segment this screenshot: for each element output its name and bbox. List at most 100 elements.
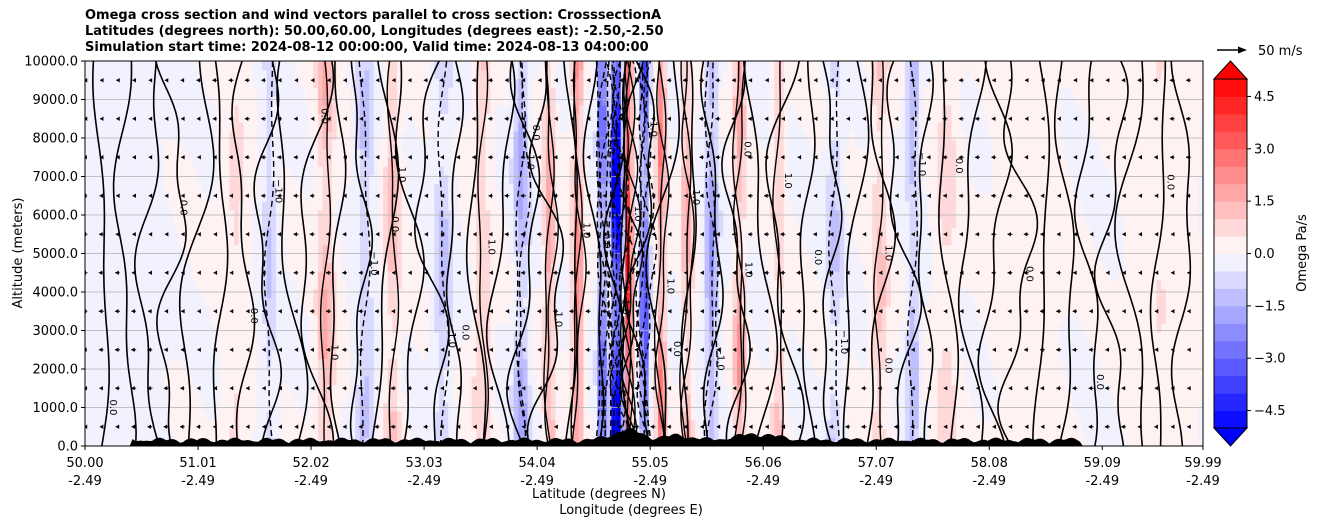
omega-cell — [369, 306, 375, 316]
omega-cell — [480, 174, 487, 185]
omega-cell — [238, 148, 244, 158]
omega-cell — [85, 218, 91, 228]
omega-cell — [327, 244, 333, 255]
omega-cell — [150, 428, 156, 438]
omega-cell — [289, 131, 296, 141]
omega-cell — [457, 174, 463, 185]
omega-cell — [490, 236, 496, 246]
omega-cell — [238, 78, 244, 88]
omega-cell — [252, 358, 258, 368]
omega-cell — [480, 183, 487, 193]
omega-cell — [299, 384, 305, 395]
omega-cell — [248, 376, 254, 386]
omega-cell — [429, 411, 435, 421]
omega-cell — [373, 148, 380, 158]
omega-cell — [583, 244, 589, 255]
omega-cell — [154, 104, 161, 115]
omega-cell — [490, 209, 496, 220]
omega-cell — [411, 349, 417, 360]
omega-cell — [122, 183, 128, 193]
omega-cell — [480, 419, 487, 430]
omega-cell — [494, 61, 501, 71]
omega-cell — [508, 306, 515, 316]
omega-cell — [285, 428, 291, 438]
omega-cell — [541, 411, 547, 421]
omega-cell — [168, 253, 175, 263]
omega-cell — [85, 148, 91, 158]
omega-cell — [369, 402, 375, 412]
omega-cell — [252, 244, 258, 255]
omega-cell — [485, 244, 491, 255]
omega-cell — [406, 411, 412, 421]
omega-cell — [536, 323, 543, 333]
omega-cell — [429, 253, 435, 263]
omega-cell — [536, 236, 543, 246]
omega-cell — [345, 113, 352, 123]
omega-cell — [415, 218, 421, 228]
omega-cell — [308, 428, 314, 438]
omega-cell — [164, 61, 170, 71]
omega-cell — [136, 78, 142, 88]
omega-cell — [182, 122, 189, 132]
omega-cell — [257, 244, 263, 255]
omega-cell — [317, 201, 324, 211]
omega-cell — [541, 402, 547, 412]
omega-cell — [355, 279, 361, 290]
omega-cell — [448, 61, 454, 71]
omega-cell — [574, 262, 580, 272]
omega-cell — [187, 209, 193, 220]
omega-cell — [578, 358, 585, 368]
omega-cell — [462, 218, 468, 228]
omega-cell — [462, 393, 468, 403]
omega-cell — [266, 279, 272, 290]
omega-cell — [112, 192, 119, 202]
omega-cell — [192, 131, 198, 141]
omega-cell — [145, 201, 151, 211]
omega-cell — [150, 393, 156, 403]
omega-cell — [462, 297, 468, 307]
omega-cell — [439, 122, 445, 132]
omega-cell — [434, 332, 440, 342]
omega-cell — [364, 341, 370, 351]
omega-cell — [602, 61, 608, 71]
omega-cell — [131, 122, 137, 132]
omega-cell — [434, 96, 440, 106]
omega-cell — [602, 174, 608, 185]
omega-cell — [476, 358, 482, 368]
omega-cell — [257, 253, 263, 263]
omega-cell — [532, 78, 538, 88]
omega-cell — [611, 323, 617, 333]
omega-cell — [425, 104, 431, 115]
omega-cell — [322, 166, 328, 176]
omega-cell — [494, 358, 501, 368]
omega-cell — [117, 61, 123, 71]
omega-cell — [112, 384, 119, 395]
omega-cell — [299, 61, 305, 71]
omega-cell — [108, 314, 114, 325]
omega-cell — [518, 402, 524, 412]
omega-cell — [303, 411, 310, 421]
omega-cell — [248, 131, 254, 141]
omega-cell — [145, 192, 151, 202]
omega-cell — [462, 157, 468, 167]
omega-cell — [383, 297, 389, 307]
omega-cell — [210, 288, 217, 298]
omega-cell — [369, 262, 375, 272]
omega-cell — [453, 306, 459, 316]
omega-cell — [550, 122, 557, 132]
omega-cell — [355, 131, 361, 141]
omega-cell — [448, 323, 454, 333]
omega-cell — [201, 306, 207, 316]
omega-cell — [564, 218, 571, 228]
omega-cell — [178, 402, 184, 412]
omega-cell — [429, 419, 435, 430]
omega-cell — [373, 419, 380, 430]
omega-cell — [569, 78, 575, 88]
omega-cell — [252, 61, 258, 71]
omega-cell — [154, 218, 161, 228]
omega-cell — [229, 201, 235, 211]
omega-cell — [89, 384, 95, 395]
omega-cell — [243, 192, 249, 202]
omega-cell — [462, 104, 468, 115]
omega-cell — [350, 122, 356, 132]
